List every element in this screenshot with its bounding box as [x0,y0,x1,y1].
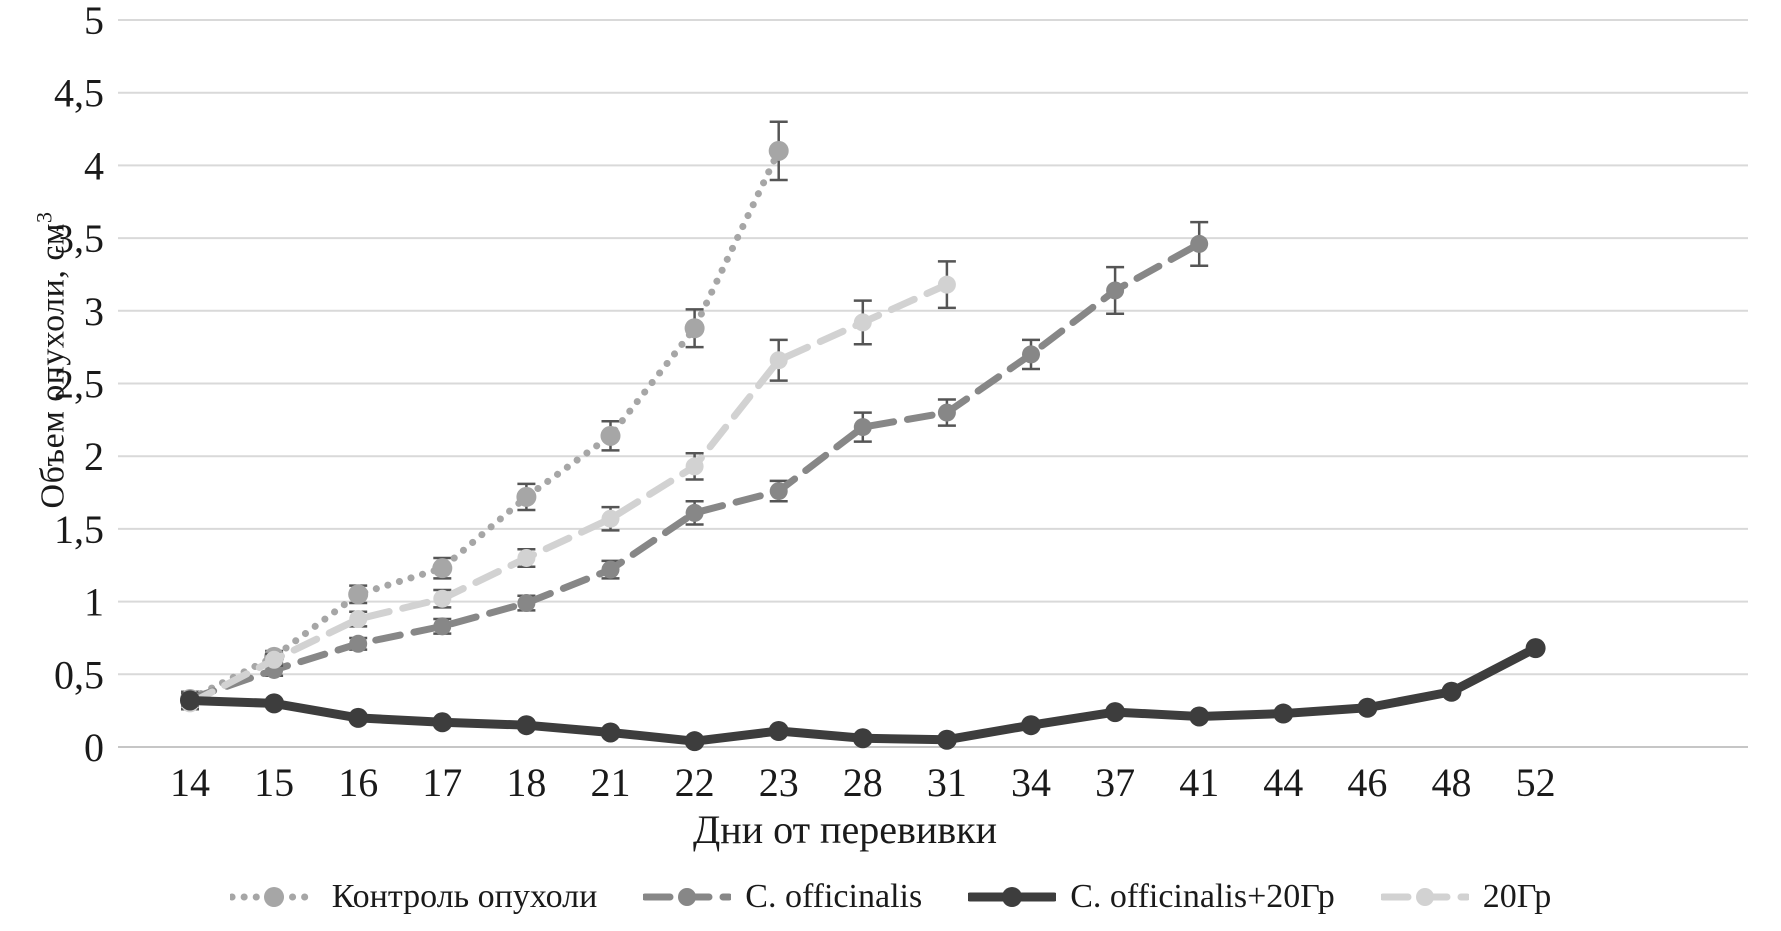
data-point-marker [349,634,368,653]
x-tick-label: 15 [254,760,294,805]
legend-swatch-icon [1380,888,1469,906]
data-point-marker [349,610,368,629]
data-point-marker [1022,345,1040,364]
data-point-marker [937,403,956,422]
data-point-marker [853,313,872,332]
series-line-3 [186,281,951,707]
x-tick-label: 46 [1347,760,1387,805]
x-tick-label: 16 [338,760,378,805]
legend-item-2: C. officinalis+20Гр [968,878,1335,916]
data-point-marker [684,318,705,339]
y-tick-label: 5 [84,0,104,43]
data-point-marker [1189,706,1210,727]
x-tick-label: 44 [1263,760,1303,805]
series-line-2 [185,643,1541,746]
y-tick-label: 3 [84,289,104,334]
x-tick-label: 28 [843,760,883,805]
data-point-marker [432,712,453,733]
data-point-marker [265,650,284,669]
x-tick-label: 52 [1516,760,1556,805]
data-point-marker [936,729,957,750]
y-tick-label: 1,5 [54,507,104,552]
data-point-marker [685,457,704,476]
y-tick-label: 0 [84,725,104,770]
data-point-marker [1190,234,1209,253]
data-point-marker [684,731,705,752]
data-point-marker [516,715,537,736]
legend-item-3: 20Гр [1380,878,1552,916]
legend-item-label: Контроль опухоли [331,878,598,915]
data-point-marker [853,418,872,437]
data-point-marker [1021,715,1041,736]
legend-swatch-shape [678,888,697,906]
legend-swatch-shape [263,887,284,907]
data-point-marker [601,509,620,528]
data-point-marker [1357,697,1378,718]
y-axis-title-superscript: 3 [31,211,57,224]
legend: Контроль опухоли C. officinalis C. officin… [0,872,1781,922]
data-point-marker [1105,702,1126,723]
y-tick-label: 2,5 [54,362,104,407]
data-point-marker [433,589,452,608]
legend-item-label: C. officinalis+20Гр [1070,878,1335,915]
data-point-marker [852,728,873,749]
x-tick-label: 18 [506,760,546,805]
y-axis-title-text: Объем опухоли, см [34,223,72,509]
data-point-marker [769,351,788,370]
y-axis-title: Объем опухоли, см3 [31,212,72,509]
legend-item-label: 20Гр [1482,878,1552,915]
data-point-marker [768,140,789,161]
x-tick-label: 22 [675,760,715,805]
y-tick-label: 1 [84,580,104,625]
x-tick-label: 17 [422,760,462,805]
legend-item-0: Контроль опухоли [229,878,598,916]
x-tick-label: 41 [1179,760,1219,805]
data-point-marker [1273,703,1294,724]
data-point-marker [180,690,200,711]
data-point-marker [769,482,788,501]
data-point-marker [937,275,956,294]
y-tick-label: 3,5 [54,216,104,261]
legend-swatch-icon [229,887,318,907]
x-tick-label: 21 [591,760,631,805]
legend-swatch-icon [968,887,1057,907]
x-tick-label: 23 [759,760,799,805]
y-tick-label: 4,5 [54,71,104,116]
x-tick-label: 31 [927,760,967,805]
data-point-marker [1106,281,1125,300]
data-point-marker [433,617,452,636]
legend-swatch-shape [1415,888,1434,906]
data-point-marker [432,558,453,579]
data-point-marker [348,707,369,728]
data-point-marker [264,693,285,714]
legend-item-label: C. officinalis [745,878,923,915]
data-point-marker [517,594,536,613]
x-tick-label: 37 [1095,760,1135,805]
y-tick-label: 0,5 [54,652,104,697]
x-tick-label: 48 [1432,760,1472,805]
data-point-marker [517,548,536,567]
data-point-marker [1525,638,1546,659]
data-point-marker [768,721,789,742]
x-tick-label: 14 [170,760,210,805]
data-point-marker [516,486,537,507]
data-point-marker [1441,681,1462,702]
y-tick-label: 4 [84,143,104,188]
data-point-marker [600,722,621,743]
data-point-marker [601,560,620,579]
legend-swatch-shape [1002,887,1023,907]
x-tick-label: 34 [1011,760,1051,805]
legend-swatch-icon [643,888,732,906]
x-axis-title: Дни от перевивки [693,807,997,852]
series-line-0 [186,147,783,703]
y-tick-label: 2 [84,434,104,479]
data-point-marker [348,584,369,605]
data-point-marker [685,503,704,522]
legend-item-1: C. officinalis [643,878,922,916]
data-point-marker [600,425,621,446]
